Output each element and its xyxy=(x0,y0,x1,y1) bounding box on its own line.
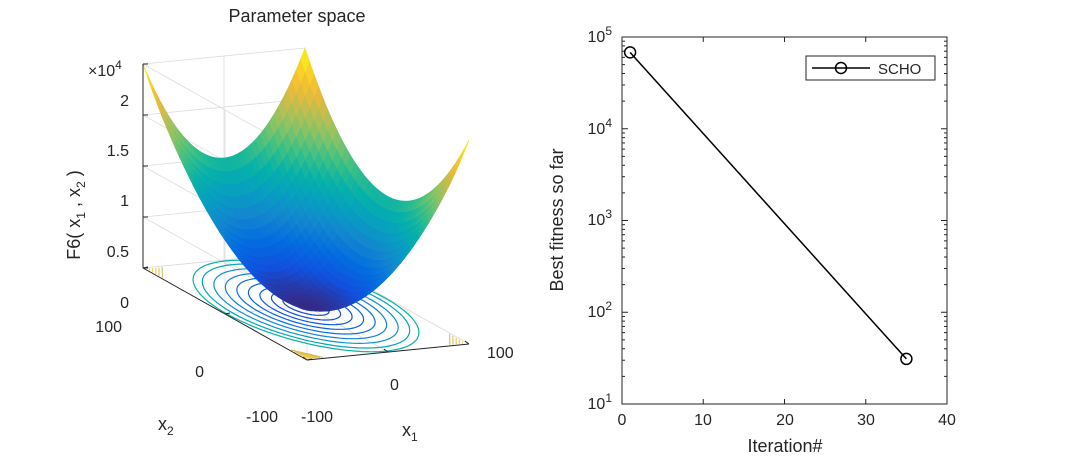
x1-tick-label: 0 xyxy=(390,377,399,394)
x-tick-label: 20 xyxy=(776,412,794,429)
legend-marker xyxy=(834,61,848,75)
x2-tick-labels: 100 0 -100 xyxy=(95,319,278,426)
series-line xyxy=(629,51,907,360)
surface-mesh xyxy=(142,47,470,312)
x2-axis-label: x2 xyxy=(158,414,174,438)
y-tick-label: 102 xyxy=(588,299,613,321)
convergence-plot: 101 102 103 104 105 0 10 20 30 40 Iterat… xyxy=(547,24,956,456)
z-tick-labels: 0 0.5 1 1.5 2 xyxy=(107,93,129,312)
contour-corner xyxy=(294,351,320,359)
x-axis-label: Iteration# xyxy=(747,436,822,456)
contour-corner xyxy=(303,356,311,360)
x1-tick-mark xyxy=(464,340,470,345)
y-tick-label: 105 xyxy=(588,24,613,46)
surface-title: Parameter space xyxy=(228,6,365,26)
contour-corner xyxy=(300,354,314,359)
data-point xyxy=(623,46,637,59)
surface-plot: Parameter space ×104 0 0.5 1 1.5 2 F6( x… xyxy=(64,6,514,444)
y-tick-label: 104 xyxy=(588,116,613,138)
y-axis-label: Best fitness so far xyxy=(547,148,567,291)
series-scho xyxy=(623,46,913,366)
x2-tick-mark xyxy=(306,358,313,361)
x-tick-labels: 0 10 20 30 40 xyxy=(618,412,956,429)
surface-axes xyxy=(142,63,470,361)
x2-tick-mark xyxy=(142,266,149,269)
x-tick-label: 40 xyxy=(938,412,956,429)
x-tick-label: 0 xyxy=(618,412,627,429)
x1-tick-mark xyxy=(302,356,308,361)
legend: SCHO xyxy=(805,55,936,81)
z-tick-label: 1.5 xyxy=(107,143,129,160)
x2-tick-mark xyxy=(224,312,231,315)
surface-patch xyxy=(282,284,293,292)
data-point xyxy=(900,352,913,366)
z-axis-label: F6( x1 , x2 ) xyxy=(64,170,88,259)
x1-tick-label: -100 xyxy=(301,409,333,426)
x2-tick-label: 0 xyxy=(195,364,204,381)
x2-tick-label: -100 xyxy=(246,409,278,426)
x1-tick-mark xyxy=(383,348,389,353)
x1-axis-label: x1 xyxy=(402,420,418,444)
z-tick-label: 1 xyxy=(120,193,129,210)
contour-corner xyxy=(297,353,317,359)
x-tick-label: 30 xyxy=(857,412,875,429)
z-tick-label: 2 xyxy=(120,93,129,110)
x1-tick-label: 100 xyxy=(487,345,514,362)
axis-ticks xyxy=(621,36,948,405)
z-tick-label: 0.5 xyxy=(107,244,129,261)
y-tick-label: 101 xyxy=(588,391,613,413)
x2-tick-label: 100 xyxy=(95,319,122,336)
z-exponent-label: ×104 xyxy=(88,58,122,80)
y-tick-label: 103 xyxy=(588,207,613,229)
x1-tick-labels: -100 0 100 xyxy=(301,345,514,426)
x-tick-label: 10 xyxy=(694,412,712,429)
z-tick-label: 0 xyxy=(120,295,129,312)
y-tick-labels: 101 102 103 104 105 xyxy=(588,24,613,413)
legend-label: SCHO xyxy=(878,61,921,78)
contour-corner xyxy=(290,349,323,358)
